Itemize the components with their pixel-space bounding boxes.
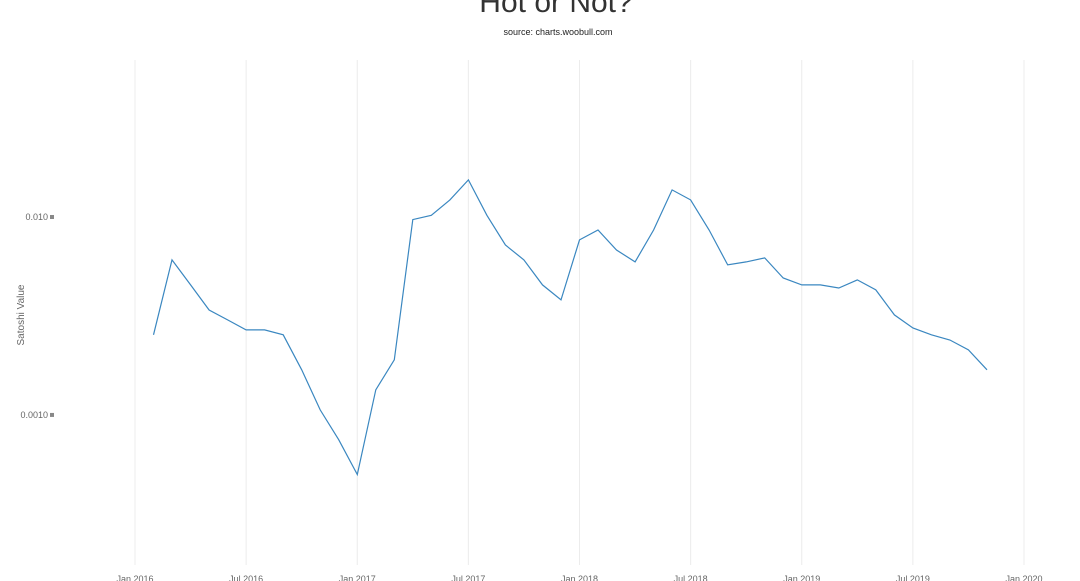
chart-subtitle: source: charts.woobull.com — [503, 27, 612, 37]
x-tick-label: Jan 2016 — [116, 574, 153, 581]
y-tick-mark — [50, 412, 54, 417]
chart-title: Hot or Not? — [479, 0, 632, 19]
y-tick-label: 0.0010 — [20, 410, 48, 420]
data-line — [152, 178, 988, 477]
x-tick-label: Jan 2019 — [783, 574, 820, 581]
x-tick-label: Jul 2016 — [229, 574, 263, 581]
y-tick-mark — [50, 214, 54, 219]
x-tick-label: Jul 2019 — [896, 574, 930, 581]
x-tick-label: Jul 2017 — [451, 574, 485, 581]
x-tick-label: Jul 2018 — [674, 574, 708, 581]
x-tick-label: Jan 2018 — [561, 574, 598, 581]
x-tick-label: Jan 2020 — [1005, 574, 1042, 581]
y-axis-label: Satoshi Value — [16, 284, 27, 345]
y-tick-label: 0.010 — [25, 212, 48, 222]
x-tick-label: Jan 2017 — [339, 574, 376, 581]
